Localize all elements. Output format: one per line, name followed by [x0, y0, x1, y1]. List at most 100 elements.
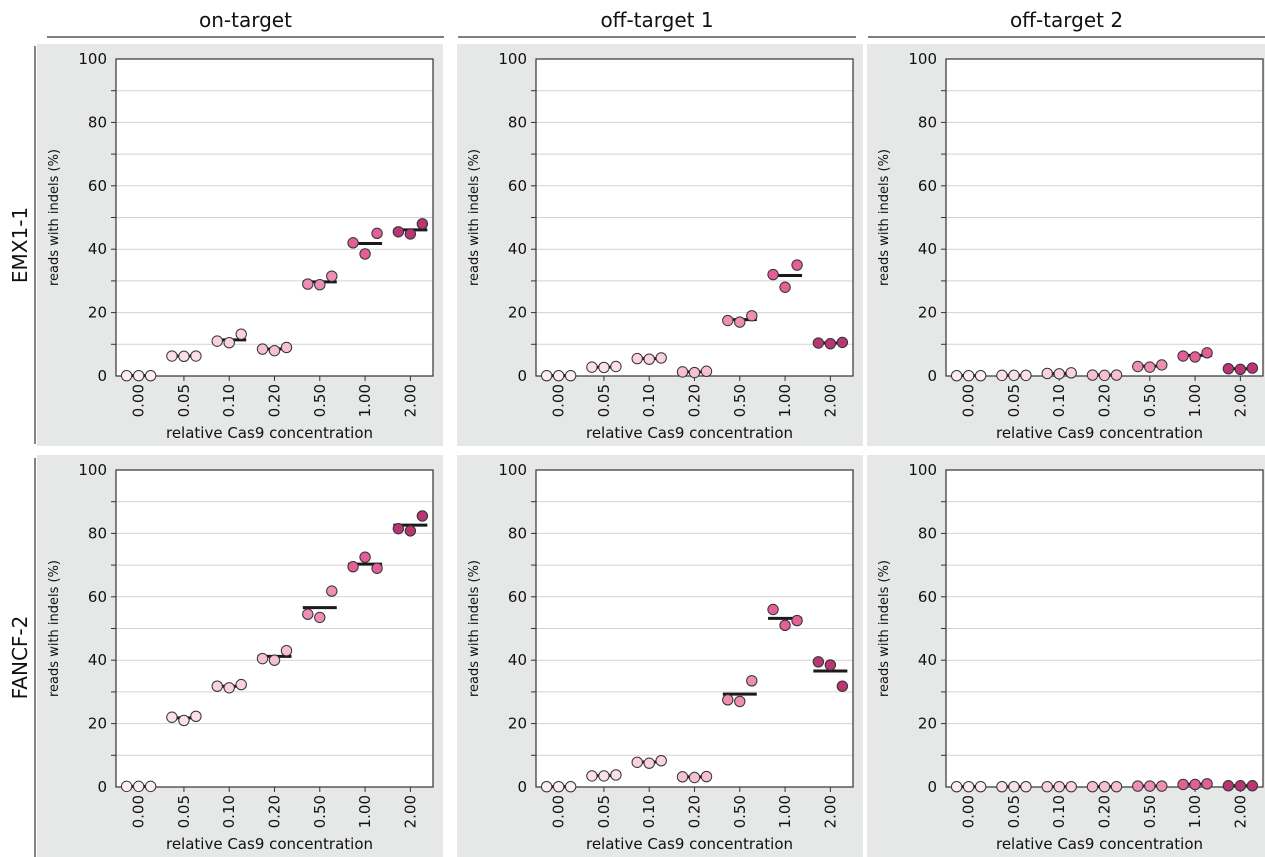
x-tick-label: 0.50	[1141, 795, 1159, 828]
x-tick-label: 2.00	[1231, 384, 1249, 417]
data-point	[700, 770, 713, 783]
data-point	[1222, 363, 1235, 375]
data-point	[540, 780, 553, 793]
data-point	[767, 268, 779, 281]
data-point	[1132, 360, 1144, 373]
data-point	[598, 361, 610, 374]
x-tick-label: 0.10	[640, 795, 658, 828]
data-point	[416, 218, 429, 230]
data-point	[631, 756, 643, 768]
data-point	[586, 361, 598, 373]
x-tick-label: 1.00	[1186, 795, 1204, 828]
x-tick-label: 0.00	[130, 795, 148, 828]
x-tick-label: 0.00	[550, 795, 568, 828]
x-tick-label: 0.05	[1005, 795, 1023, 828]
data-point	[791, 614, 803, 627]
x-tick-label: 0.20	[686, 384, 704, 417]
y-tick-label: 0	[517, 367, 527, 385]
data-point	[223, 337, 235, 349]
y-axis-label: reads with indels (%)	[467, 149, 482, 286]
y-tick-label: 60	[918, 177, 937, 195]
data-point	[211, 335, 223, 347]
x-tick-label: 2.00	[401, 384, 419, 417]
data-point	[734, 316, 746, 328]
data-point	[314, 611, 326, 624]
data-point	[1086, 780, 1099, 793]
data-point	[132, 780, 145, 793]
panel-FANCF-2-on-target: 0 20 40 60 80 100 reads with indels (%) 0.00 0.0…	[37, 455, 443, 857]
data-point	[371, 227, 383, 240]
data-point	[314, 279, 326, 291]
y-tick-label: 100	[78, 461, 107, 479]
data-point	[1144, 361, 1156, 373]
x-tick-label: 0.05	[175, 795, 193, 828]
x-tick-label: 1.00	[356, 795, 374, 828]
data-point	[564, 369, 577, 382]
data-point	[1008, 369, 1020, 382]
data-point	[359, 248, 371, 260]
x-tick-label: 0.50	[1141, 384, 1159, 417]
data-point	[824, 337, 837, 350]
data-point	[974, 369, 987, 382]
data-point	[540, 369, 553, 382]
x-axis-label: relative Cas9 concentration	[996, 424, 1203, 442]
y-axis-label: reads with indels (%)	[47, 560, 62, 697]
data-point	[722, 314, 734, 327]
panel-EMX1-1-on-target: 0 20 40 60 80 100 reads with indels (%) 0.00 0.0…	[37, 44, 443, 446]
data-point	[700, 365, 713, 377]
data-point	[779, 281, 791, 293]
y-tick-label: 60	[918, 588, 937, 606]
y-tick-label: 20	[508, 715, 527, 733]
y-tick-label: 80	[508, 113, 527, 131]
data-point	[812, 656, 825, 668]
data-point	[631, 352, 643, 365]
y-tick-label: 20	[88, 304, 107, 322]
y-tick-label: 100	[908, 50, 937, 68]
y-tick-label: 60	[88, 588, 107, 606]
data-point	[302, 608, 314, 620]
x-tick-label: 0.20	[686, 795, 704, 828]
data-point	[1177, 778, 1189, 791]
y-axis-label: reads with indels (%)	[877, 560, 892, 697]
x-axis-label: relative Cas9 concentration	[586, 835, 793, 853]
data-point	[371, 562, 383, 574]
y-tick-label: 100	[498, 461, 527, 479]
y-tick-label: 100	[908, 461, 937, 479]
panel-FANCF-2-off-target 1: 0 20 40 60 80 100 reads with indels (%) 0.00 0.0…	[457, 455, 863, 857]
x-tick-label: 0.00	[960, 384, 978, 417]
x-tick-label: 2.00	[821, 795, 839, 828]
data-point	[688, 771, 701, 784]
x-tick-label: 0.50	[731, 384, 749, 417]
column-title: off-target 2	[1010, 8, 1123, 32]
data-point	[268, 344, 281, 357]
data-point	[1110, 780, 1123, 793]
data-point	[610, 769, 622, 781]
data-point	[564, 780, 577, 793]
data-point	[1246, 362, 1259, 374]
data-point	[1053, 780, 1065, 793]
data-point	[1156, 780, 1168, 792]
y-tick-label: 100	[498, 50, 527, 68]
data-point	[1008, 780, 1020, 793]
data-point	[211, 680, 223, 692]
x-axis-label: relative Cas9 concentration	[166, 835, 373, 853]
y-tick-label: 20	[88, 715, 107, 733]
data-point	[1222, 780, 1235, 792]
data-point	[1144, 780, 1156, 792]
data-point	[223, 682, 235, 694]
data-point	[347, 560, 359, 573]
x-tick-label: 0.10	[1050, 795, 1068, 828]
x-tick-label: 0.20	[266, 384, 284, 417]
data-point	[836, 336, 849, 349]
data-point	[996, 780, 1008, 793]
y-tick-label: 40	[918, 240, 937, 258]
data-point	[120, 369, 133, 382]
data-point	[1041, 780, 1053, 793]
x-tick-label: 0.50	[731, 795, 749, 828]
data-point	[962, 780, 975, 793]
data-point	[643, 353, 655, 365]
column-title: off-target 1	[600, 8, 713, 32]
data-point	[974, 780, 987, 793]
x-tick-label: 0.00	[130, 384, 148, 417]
data-point	[1201, 778, 1213, 790]
